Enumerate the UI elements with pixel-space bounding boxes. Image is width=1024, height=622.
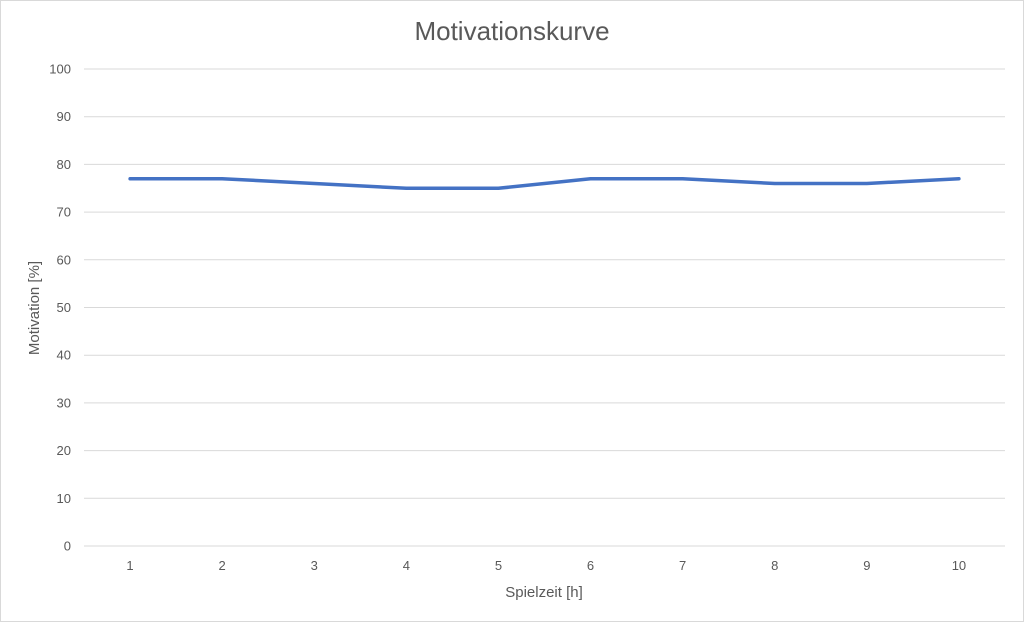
y-axis-ticks: 0 10 20 30 40 50 60 70 80 90 100 [49, 62, 71, 554]
x-axis-ticks: 1 2 3 4 5 6 7 8 9 10 [126, 558, 966, 573]
y-tick-label: 90 [57, 109, 71, 124]
data-point [681, 177, 685, 181]
data-point [496, 186, 500, 190]
data-point [773, 181, 777, 185]
y-tick-label: 80 [57, 157, 71, 172]
x-axis-title: Spielzeit [h] [505, 584, 583, 601]
y-tick-label: 50 [57, 300, 71, 315]
y-tick-label: 100 [49, 62, 71, 77]
data-point [128, 177, 132, 181]
y-tick-label: 40 [57, 348, 71, 363]
data-point [220, 177, 224, 181]
x-tick-label: 9 [863, 558, 870, 573]
series-layer [128, 176, 961, 191]
x-tick-label: 6 [587, 558, 594, 573]
x-tick-label: 7 [679, 558, 686, 573]
x-tick-label: 4 [403, 558, 410, 573]
data-point [957, 177, 961, 181]
data-point [312, 181, 316, 185]
x-tick-label: 10 [952, 558, 966, 573]
y-tick-label: 70 [57, 205, 71, 220]
x-tick-label: 1 [126, 558, 133, 573]
x-tick-label: 8 [771, 558, 778, 573]
series-line-1 [128, 176, 961, 191]
y-tick-label: 10 [57, 491, 71, 506]
y-tick-label: 60 [57, 252, 71, 267]
data-point [865, 181, 869, 185]
gridlines [84, 68, 1005, 547]
data-point [589, 177, 593, 181]
x-tick-label: 5 [495, 558, 502, 573]
x-tick-label: 2 [219, 558, 226, 573]
chart-title: Motivationskurve [414, 16, 609, 46]
x-tick-label: 3 [311, 558, 318, 573]
y-tick-label: 0 [64, 539, 71, 554]
y-tick-label: 20 [57, 443, 71, 458]
data-point [404, 186, 408, 190]
y-axis-title: Motivation [%] [26, 261, 43, 355]
y-tick-label: 30 [57, 395, 71, 410]
